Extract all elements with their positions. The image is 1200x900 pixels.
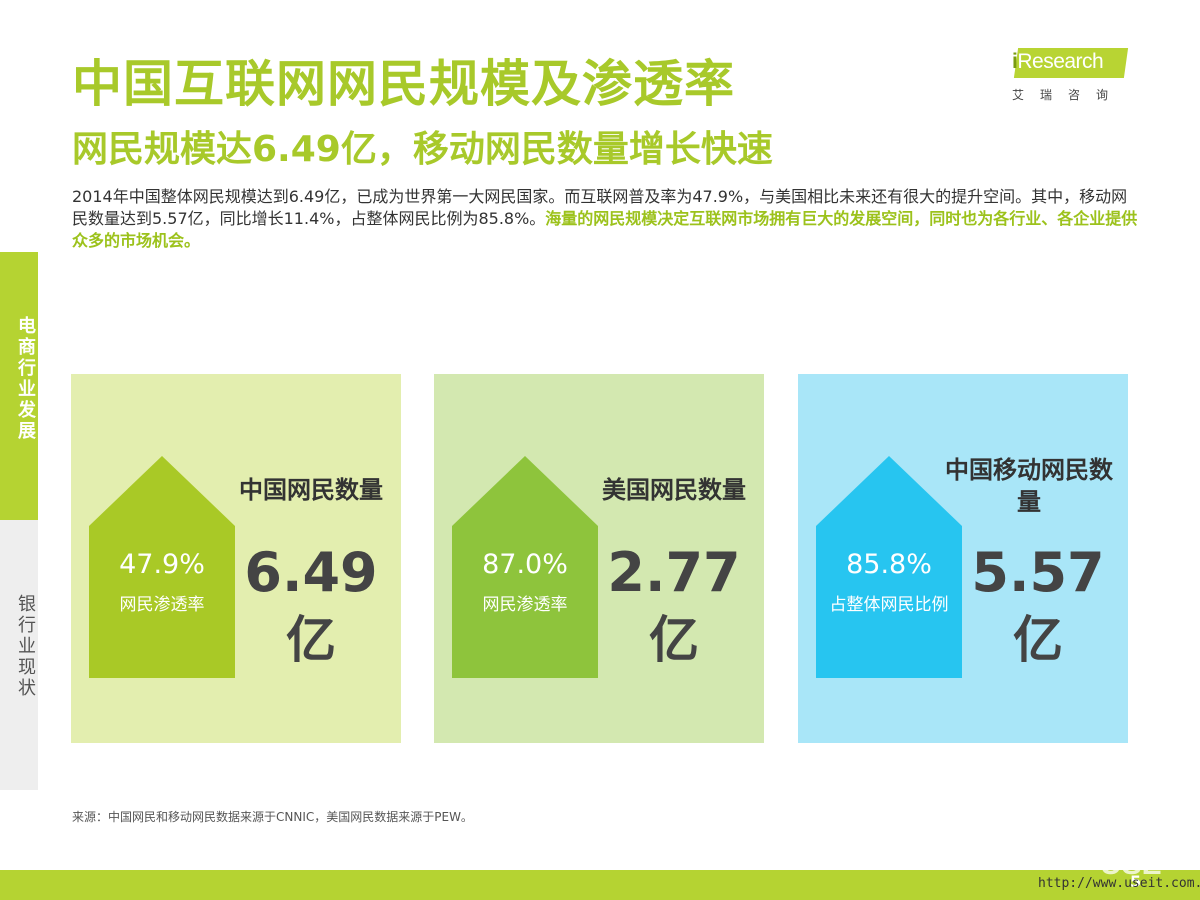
logo-research: Research [1017, 50, 1104, 73]
intro-text: 2014年中国整体网民规模达到6.49亿，已成为世界第一大网民国家。而互联网普及… [72, 187, 1128, 228]
house-shape [89, 456, 235, 678]
card-heading: 中国网民数量 [239, 476, 383, 504]
house-shape-icon [452, 456, 598, 678]
card-heading: 美国网民数量 [602, 476, 746, 504]
number-unit: 亿 [1013, 611, 1063, 669]
footer-bar [0, 870, 1200, 900]
sidebar-tab-active[interactable] [0, 252, 38, 520]
page-subtitle: 网民规模达6.49亿，移动网民数量增长快速 [72, 129, 773, 170]
big-number: 6.49 [244, 541, 378, 604]
sidebar-tab-ecommerce-label[interactable]: 电商行业发展 [15, 316, 36, 442]
stat-card-china-netizens: 47.9% 网民渗透率 中国网民数量 6.49 亿 [71, 374, 401, 743]
page-title: 中国互联网网民规模及渗透率 [72, 55, 735, 113]
stat-card-us-netizens: 87.0% 网民渗透率 美国网民数量 2.77 亿 [434, 374, 764, 743]
big-number: 5.57 [971, 541, 1105, 604]
watermark: USE [1100, 848, 1162, 881]
logo-wordmark: iResearch [1012, 50, 1104, 74]
page-number: 5 [1130, 872, 1142, 891]
intro-paragraph: 2014年中国整体网民规模达到6.49亿，已成为世界第一大网民国家。而互联网普及… [72, 186, 1142, 252]
number-unit: 亿 [649, 611, 699, 669]
percent-label: 占整体网民比例 [829, 595, 949, 615]
percent-label: 网民渗透率 [482, 595, 568, 615]
logo-i: i [1012, 50, 1018, 73]
source-note: 来源：中国网民和移动网民数据来源于CNNIC，美国网民数据来源于PEW。 [72, 810, 473, 824]
house-shape [452, 456, 598, 678]
percent-value: 85.8% [846, 549, 932, 580]
logo-chinese: 艾瑞咨询 [1012, 88, 1125, 102]
house-shape-icon [816, 456, 962, 678]
sidebar-tab-banking-label[interactable]: 银行业现状 [15, 594, 36, 699]
stat-card-china-mobile-netizens: 85.8% 占整体网民比例 中国移动网民数量 5.57 亿 [798, 374, 1128, 743]
sidebar-tab-inactive[interactable] [0, 520, 38, 790]
percent-value: 87.0% [482, 549, 568, 580]
house-shape-icon [89, 456, 235, 678]
number-unit: 亿 [286, 611, 336, 669]
house-shape [816, 456, 962, 678]
percent-value: 47.9% [119, 549, 205, 580]
percent-label: 网民渗透率 [119, 595, 205, 615]
big-number: 2.77 [607, 541, 741, 604]
card-heading: 中国移动网民数量 [945, 456, 1113, 516]
source-url[interactable]: http://www.useit.com.cn [1038, 876, 1200, 891]
iresearch-logo: iResearch 艾瑞咨询 [1006, 42, 1136, 104]
intro-highlight: 海量的网民规模决定互联网市场拥有巨大的发展空间，同时也为各行业、各企业提供众多的… [72, 209, 1138, 250]
